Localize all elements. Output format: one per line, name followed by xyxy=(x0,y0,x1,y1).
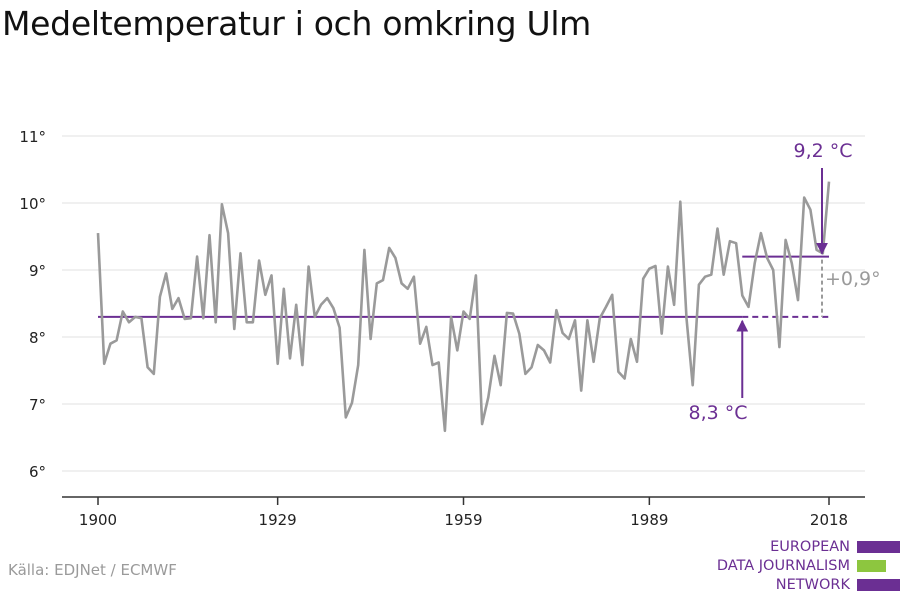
y-tick-label: 8° xyxy=(29,329,46,347)
chart-title: Medeltemperatur i och omkring Ulm xyxy=(2,4,592,43)
temperature-series xyxy=(96,181,831,433)
x-tick-label: 1929 xyxy=(259,511,297,529)
logo-bar-purple-top xyxy=(857,541,900,553)
temperature-line xyxy=(96,181,831,433)
y-tick-label: 6° xyxy=(29,463,46,481)
x-tick-label: 1989 xyxy=(630,511,668,529)
edjnet-logo: EUROPEAN DATA JOURNALISM NETWORK xyxy=(700,538,900,594)
x-axis-ticks: 1900 1929 1959 1989 2018 xyxy=(79,497,848,529)
low-annotation-label: 8,3 °C xyxy=(688,402,747,424)
y-tick-label: 7° xyxy=(29,396,46,414)
difference-label: +0,9° xyxy=(825,268,881,290)
x-tick-label: 1900 xyxy=(79,511,117,529)
source-note: Källa: EDJNet / ECMWF xyxy=(8,561,177,579)
x-tick-label: 2018 xyxy=(810,511,848,529)
y-tick-label: 10° xyxy=(19,195,46,213)
x-tick-label: 1959 xyxy=(444,511,482,529)
y-tick-label: 11° xyxy=(19,128,46,146)
logo-text-line-2: DATA JOURNALISM xyxy=(716,558,850,574)
high-annotation-label: 9,2 °C xyxy=(793,140,852,162)
annotations: 9,2 °C 8,3 °C +0,9° xyxy=(688,140,880,424)
y-tick-label: 9° xyxy=(29,262,46,280)
logo-bar-green xyxy=(857,560,886,572)
logo-text-line-1: EUROPEAN xyxy=(770,539,850,555)
y-axis-ticks: 6° 7° 8° 9° 10° 11° xyxy=(19,128,46,481)
logo-bar-purple-bottom xyxy=(857,579,900,591)
logo-text-line-3: NETWORK xyxy=(775,577,850,593)
